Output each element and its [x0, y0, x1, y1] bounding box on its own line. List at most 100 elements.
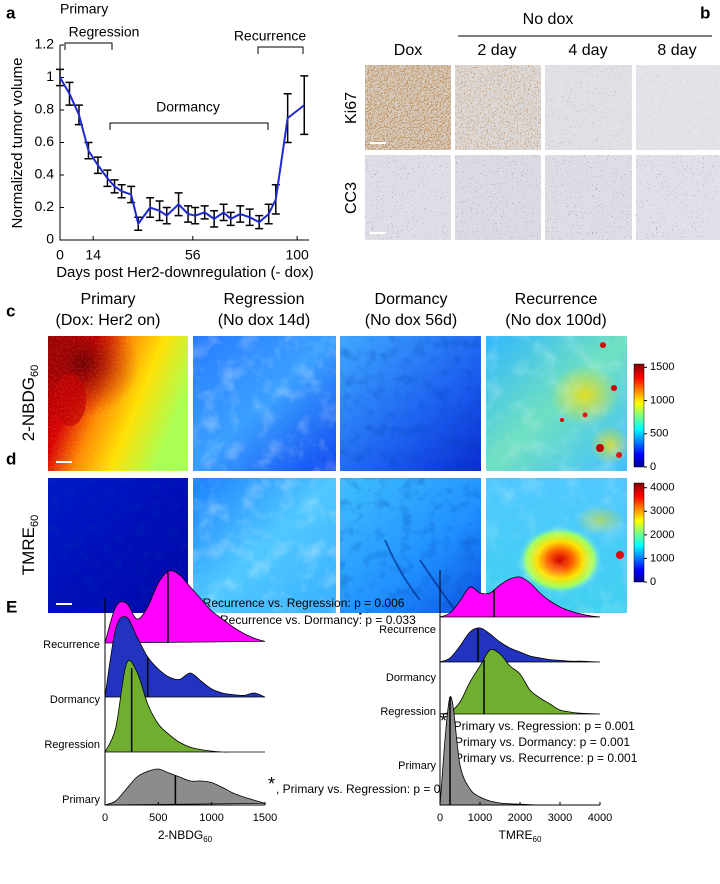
- density-ridge: [104, 768, 266, 806]
- annotation: , Primary vs. Regression: p = 0.007: [276, 782, 464, 796]
- heatmap-images: [48, 336, 630, 613]
- y-axis-label: Normalized tumor volume: [9, 58, 26, 229]
- x-axis-label-subscript: 60: [203, 835, 212, 844]
- density-ridge: [104, 616, 266, 698]
- colorbar-tick-label: 0: [650, 461, 656, 473]
- category-label: Dormancy: [50, 694, 101, 706]
- panel-label: a: [6, 3, 16, 22]
- heatmap-texture: [340, 478, 481, 613]
- colorbar-tick-label: 1500: [650, 361, 674, 373]
- ihc-stain: [455, 65, 541, 150]
- y-tick-label: 1: [46, 68, 54, 84]
- ihc-images: [365, 65, 720, 240]
- ihc-stain: [545, 155, 632, 240]
- annotation: , Primary vs. Regression: p = 0.001: [447, 719, 635, 733]
- category-label: Dormancy: [386, 672, 437, 684]
- x-tick-label: 100: [285, 247, 309, 263]
- x-tick-label: 1000: [468, 812, 492, 824]
- column-label: 8 day: [657, 42, 696, 59]
- category-label: Recurrence: [43, 639, 100, 651]
- y-tick-label: 0.4: [35, 166, 55, 182]
- x-tick-label: 0: [437, 812, 443, 824]
- category-label: Primary: [62, 794, 100, 806]
- category-label: Regression: [380, 706, 436, 718]
- ihc-stain: [636, 155, 720, 240]
- bracket: [109, 122, 269, 130]
- bracket: [257, 46, 304, 54]
- colorbar-tick-label: 3000: [650, 505, 674, 517]
- row-label: 2-NBDG60: [19, 365, 40, 441]
- annotation: Primary: [60, 1, 108, 17]
- x-tick-label: 2000: [508, 812, 532, 824]
- heatmap-texture: [48, 336, 188, 471]
- y-tick-label: 0.2: [35, 198, 55, 214]
- x-axis-label-main: TMRE: [499, 828, 533, 842]
- density-ridge: [104, 659, 265, 753]
- y-tick-label: 0.8: [35, 101, 55, 117]
- column-title: (No dox 56d): [365, 312, 458, 329]
- row-label-subscript: 60: [29, 515, 41, 527]
- x-tick-label: 56: [185, 247, 201, 263]
- significance-star: *: [440, 711, 447, 731]
- heatmap-texture: [193, 336, 336, 471]
- heatmap-texture: [193, 478, 336, 613]
- colorbar: [633, 363, 645, 468]
- column-label: 4 day: [568, 42, 607, 59]
- annotation: Primary vs. Dormancy: p = 0.001: [455, 735, 630, 749]
- panel-label: d: [6, 449, 16, 468]
- x-tick-label: 3000: [548, 812, 572, 824]
- annotation: Regression: [69, 24, 140, 40]
- density-ridge: [439, 627, 601, 663]
- x-tick-label: 14: [85, 247, 101, 263]
- ihc-stain: [636, 65, 720, 150]
- x-axis-label-subscript: 60: [533, 835, 542, 844]
- colorbar-tick-label: 1000: [650, 552, 674, 564]
- row-label-main: 2-NBDG: [19, 377, 38, 441]
- panel-label: b: [700, 3, 710, 22]
- row-label: CC3: [343, 182, 360, 214]
- panel-label: c: [6, 301, 15, 320]
- colorbar-tick-label: 1000: [650, 394, 674, 406]
- group-label: No dox: [523, 11, 574, 28]
- column-title: (No dox 14d): [218, 312, 311, 329]
- heatmap-texture: [486, 336, 627, 471]
- column-label: 2 day: [477, 42, 516, 59]
- ihc-stain: [365, 65, 451, 150]
- x-tick-label: 500: [149, 812, 167, 824]
- category-label: Primary: [398, 760, 436, 772]
- annotation: Recurrence: [234, 28, 307, 44]
- colorbar-tick-label: 2000: [650, 529, 674, 541]
- y-tick-label: 1.2: [35, 36, 55, 52]
- column-title: Recurrence: [515, 291, 598, 308]
- annotation: Dormancy: [156, 99, 220, 115]
- x-tick-label: 0: [56, 247, 64, 263]
- column-title: Dormancy: [375, 291, 448, 308]
- column-label: Dox: [394, 42, 422, 59]
- data-line: [59, 76, 305, 227]
- column-title: Regression: [224, 291, 305, 308]
- density-ridge: [439, 576, 601, 618]
- x-axis-label-main: 2-NBDG: [158, 828, 203, 842]
- ihc-stain: [545, 65, 632, 150]
- x-tick-label: 1500: [253, 812, 277, 824]
- colorbar-tick-label: 4000: [650, 482, 674, 494]
- x-axis-label: 2-NBDG60: [158, 828, 213, 844]
- density-ridge: [104, 570, 266, 644]
- annotation: Recurrence vs. Dormancy: p = 0.033: [220, 613, 416, 627]
- x-axis-label: TMRE60: [499, 828, 542, 844]
- column-title: (No dox 100d): [505, 312, 606, 329]
- ihc-stain: [455, 155, 541, 240]
- y-tick-label: 0: [46, 231, 54, 247]
- x-axis-label: Days post Her2-downregulation (- dox): [56, 264, 314, 281]
- x-tick-label: 0: [102, 812, 108, 824]
- ihc-stain: [365, 155, 451, 240]
- density-ridge: [439, 649, 601, 715]
- colorbar-tick-label: 0: [650, 576, 656, 588]
- annotation: Primary vs. Recurrence: p = 0.001: [455, 751, 638, 765]
- significance-star: *: [268, 774, 275, 794]
- annotation: , Recurrence vs. Regression: p = 0.006: [196, 596, 405, 610]
- row-label: TMRE60: [19, 515, 40, 575]
- category-label: Regression: [44, 739, 100, 751]
